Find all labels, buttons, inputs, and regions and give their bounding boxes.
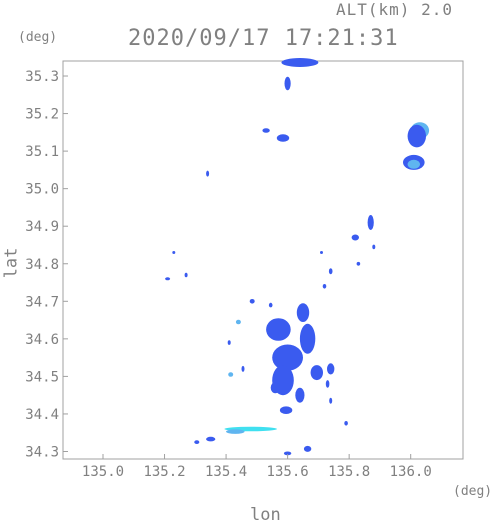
echo-cell-19 bbox=[249, 299, 255, 304]
echo-cell-11 bbox=[372, 244, 376, 250]
x-tick-label-3: 135.6 bbox=[267, 464, 309, 480]
x-tick-label-4: 135.8 bbox=[328, 464, 370, 480]
y-tick-label-8: 35.1 bbox=[25, 144, 59, 160]
echo-cell-24 bbox=[272, 344, 303, 371]
echo-cell-9 bbox=[367, 215, 374, 230]
y-tick-label-5: 34.8 bbox=[25, 257, 59, 273]
y-axis-unit: (deg) bbox=[18, 30, 58, 45]
echo-cell-36 bbox=[279, 406, 293, 415]
echo-cell-30 bbox=[325, 380, 330, 388]
echo-cell-15 bbox=[322, 284, 327, 289]
echo-cell-20 bbox=[268, 302, 273, 308]
x-tick-label-0: 135.0 bbox=[82, 464, 124, 480]
echo-cell-42 bbox=[303, 445, 312, 452]
echo-cell-2 bbox=[262, 128, 270, 133]
echo-cell-31 bbox=[329, 397, 333, 404]
echo-layer bbox=[165, 58, 430, 456]
echo-cell-18 bbox=[165, 277, 171, 281]
y-tick-label-2: 34.5 bbox=[25, 369, 59, 385]
altitude-label: ALT(km) 2.0 bbox=[336, 0, 453, 19]
echo-cell-22 bbox=[266, 318, 291, 341]
echo-cell-28 bbox=[310, 365, 323, 381]
echo-cell-16 bbox=[172, 251, 176, 254]
echo-cell-27 bbox=[295, 387, 305, 403]
y-tick-label-7: 35.0 bbox=[25, 182, 59, 198]
echo-cell-4 bbox=[206, 170, 210, 177]
echo-cell-40 bbox=[206, 436, 216, 442]
y-tick-label-6: 34.9 bbox=[25, 219, 59, 235]
echo-cell-26 bbox=[270, 382, 280, 394]
echo-cell-41 bbox=[194, 440, 200, 444]
x-tick-label-2: 135.4 bbox=[205, 464, 247, 480]
plot-frame bbox=[62, 60, 464, 460]
echo-cell-8 bbox=[407, 159, 420, 169]
echo-cell-17 bbox=[184, 272, 188, 278]
chart-title-timestamp: 2020/09/17 17:21:31 bbox=[128, 26, 399, 51]
echo-cell-12 bbox=[320, 251, 323, 254]
echo-cell-10 bbox=[351, 234, 359, 241]
echo-cell-37 bbox=[344, 421, 348, 426]
echo-cell-21 bbox=[296, 303, 310, 322]
echo-cell-29 bbox=[327, 363, 335, 375]
echo-cell-35 bbox=[241, 365, 245, 372]
x-tick-label-5: 136.0 bbox=[390, 464, 432, 480]
echo-cell-32 bbox=[235, 319, 241, 325]
y-tick-label-9: 35.2 bbox=[25, 107, 59, 123]
echo-cell-39 bbox=[226, 429, 245, 434]
echo-cell-1 bbox=[284, 76, 291, 91]
y-tick-label-4: 34.7 bbox=[25, 294, 59, 310]
echo-cell-34 bbox=[228, 372, 234, 377]
y-tick-label-0: 34.3 bbox=[25, 444, 59, 460]
echo-cell-33 bbox=[227, 340, 231, 345]
echo-cell-6 bbox=[407, 124, 426, 148]
x-axis-unit: (deg) bbox=[453, 484, 491, 499]
y-tick-label-10: 35.3 bbox=[25, 69, 59, 85]
echo-cell-14 bbox=[328, 268, 333, 275]
echo-cell-0 bbox=[281, 58, 319, 67]
x-tick-label-1: 135.2 bbox=[143, 464, 185, 480]
echo-cell-23 bbox=[299, 323, 316, 354]
echo-cell-3 bbox=[276, 134, 290, 142]
y-tick-label-1: 34.4 bbox=[25, 407, 59, 423]
x-axis: 135.0 135.2 135.4 135.6 135.8 136.0 bbox=[82, 454, 432, 480]
echo-cell-13 bbox=[356, 261, 361, 266]
y-tick-label-3: 34.6 bbox=[25, 332, 59, 348]
y-axis: 34.3 34.4 34.5 34.6 34.7 34.8 34.9 35.0 35.1 35.2… bbox=[25, 69, 68, 460]
echo-cell-43 bbox=[283, 451, 292, 456]
x-axis-label: lon bbox=[250, 505, 281, 525]
